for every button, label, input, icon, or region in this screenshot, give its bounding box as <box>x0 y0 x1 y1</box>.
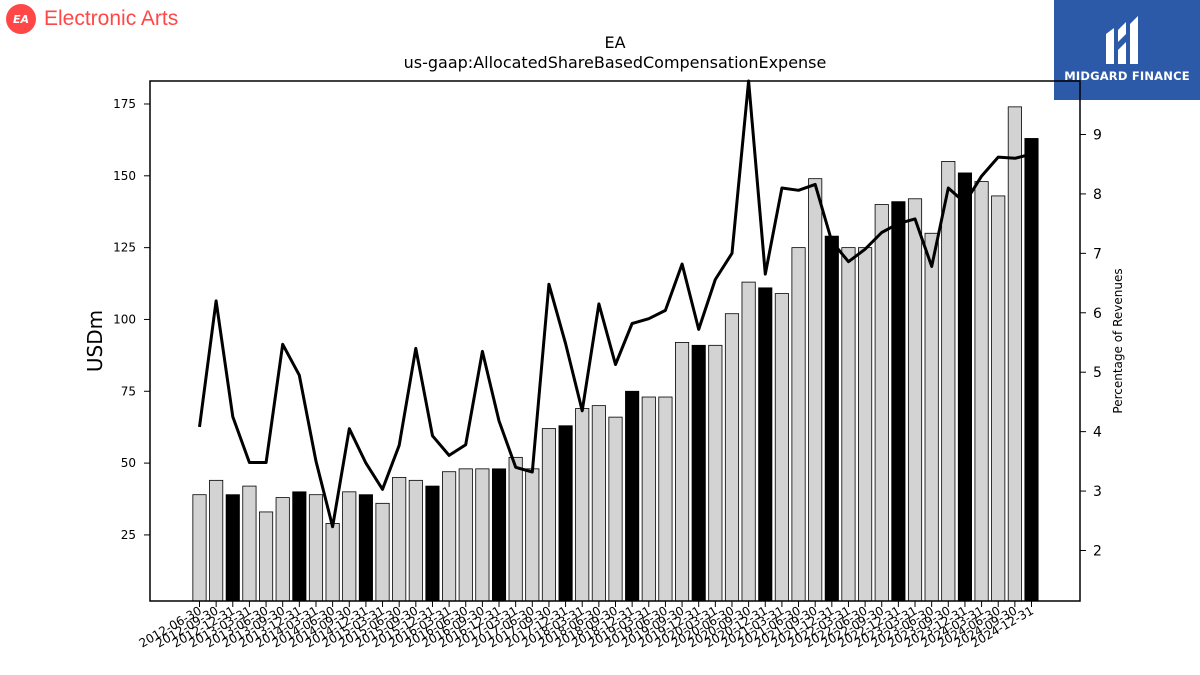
watermark-name: MIDGARD FINANCE <box>1064 69 1190 83</box>
bar-2019-12-31 <box>691 344 706 602</box>
bar-2023-12-31 <box>957 172 972 602</box>
bar-2014-12-31 <box>358 494 373 602</box>
bar-2014-06-30 <box>325 523 340 602</box>
bar-2021-12-31 <box>824 235 839 602</box>
bar-2015-12-31 <box>425 485 440 602</box>
bar-2016-06-30 <box>458 468 473 602</box>
y-tick-label-left: 100 <box>113 312 136 326</box>
bar-2017-03-31 <box>508 456 523 602</box>
y-tick-label-left: 150 <box>113 169 136 183</box>
y-tick-label-left: 75 <box>121 384 136 398</box>
bars-layer <box>192 106 1039 602</box>
y-axis-label-left: USDm <box>83 310 107 372</box>
bar-2018-06-30 <box>591 405 606 602</box>
bar-2023-03-31 <box>907 198 923 602</box>
company-logo: EA Electronic Arts <box>6 4 178 34</box>
bar-2018-12-31 <box>625 390 640 602</box>
company-name: Electronic Arts <box>44 7 179 30</box>
bar-2017-06-30 <box>525 468 540 602</box>
y-tick-label-right: 8 <box>1093 187 1102 203</box>
bar-2022-09-30 <box>874 204 889 602</box>
y-tick-label-right: 3 <box>1093 484 1102 500</box>
bar-2022-06-30 <box>858 247 873 602</box>
bar-2017-12-31 <box>558 425 573 602</box>
bar-2019-03-31 <box>641 396 656 602</box>
bar-2012-12-31 <box>225 494 240 602</box>
bar-2022-12-31 <box>891 201 906 602</box>
bar-2020-09-30 <box>741 281 756 602</box>
bar-2015-09-30 <box>408 479 423 602</box>
y-tick-label-right: 7 <box>1093 246 1102 262</box>
bar-2015-06-30 <box>392 477 407 602</box>
bar-2016-03-31 <box>442 471 457 602</box>
bar-2021-03-31 <box>774 293 789 602</box>
bar-2015-03-31 <box>375 502 390 602</box>
percentage-of-revenues-line <box>198 79 1032 529</box>
bar-2024-09-30 <box>1007 106 1022 602</box>
bar-2018-03-31 <box>575 408 590 602</box>
y-tick-label-left: 25 <box>121 528 136 542</box>
bar-2013-12-31 <box>292 491 307 602</box>
bar-2012-09-30 <box>209 479 224 602</box>
bar-2023-09-30 <box>941 161 956 602</box>
y-tick-label-right: 5 <box>1093 365 1102 381</box>
bar-2021-09-30 <box>808 178 823 602</box>
bar-2020-03-31 <box>708 344 723 602</box>
bar-2022-03-31 <box>841 247 856 602</box>
bar-2016-09-30 <box>475 468 490 602</box>
bar-2017-09-30 <box>541 428 556 602</box>
y-axis-left: 25 50 75 100 125 150 175 <box>113 97 150 542</box>
bar-2021-06-30 <box>791 247 806 602</box>
y-tick-label-left: 125 <box>113 241 136 255</box>
x-axis: 2012-06-302012-09-302012-12-312013-03-31… <box>137 601 1036 650</box>
chart-title: EA <box>604 33 625 52</box>
chart-subtitle: us-gaap:AllocatedShareBasedCompensationE… <box>404 53 827 72</box>
bar-2012-06-30 <box>192 494 207 602</box>
bar-2019-06-30 <box>658 396 673 602</box>
bar-2024-06-30 <box>991 195 1006 602</box>
bar-2020-12-31 <box>758 287 773 602</box>
bar-2024-03-31 <box>974 181 989 602</box>
bar-2013-06-30 <box>259 511 274 602</box>
line-layer <box>198 79 1032 529</box>
ea-logo-icon: EA <box>6 4 36 34</box>
y-axis-right: 2 3 4 5 6 7 8 9 <box>1080 127 1102 559</box>
bar-2013-09-30 <box>275 497 290 602</box>
midgard-mark-icon <box>1106 16 1138 64</box>
y-tick-label-left: 50 <box>121 456 136 470</box>
bar-2014-09-30 <box>342 491 357 602</box>
bar-2019-09-30 <box>675 342 690 602</box>
bar-2013-03-31 <box>242 485 257 602</box>
y-tick-label-right: 4 <box>1093 425 1102 441</box>
y-tick-label-left: 175 <box>113 97 136 111</box>
bar-2016-12-31 <box>491 468 507 602</box>
y-axis-label-right: Percentage of Revenues <box>1111 268 1125 413</box>
y-tick-label-right: 9 <box>1093 127 1102 143</box>
midgard-finance-logo: MIDGARD FINANCE <box>1054 0 1200 100</box>
bar-2020-06-30 <box>724 313 740 602</box>
bar-2024-12-31 <box>1024 138 1039 602</box>
y-tick-label-right: 2 <box>1093 543 1102 559</box>
bar-2023-06-30 <box>924 232 939 602</box>
bar-2018-09-30 <box>608 416 623 602</box>
y-tick-label-right: 6 <box>1093 306 1102 322</box>
bar-2014-03-31 <box>308 494 324 602</box>
